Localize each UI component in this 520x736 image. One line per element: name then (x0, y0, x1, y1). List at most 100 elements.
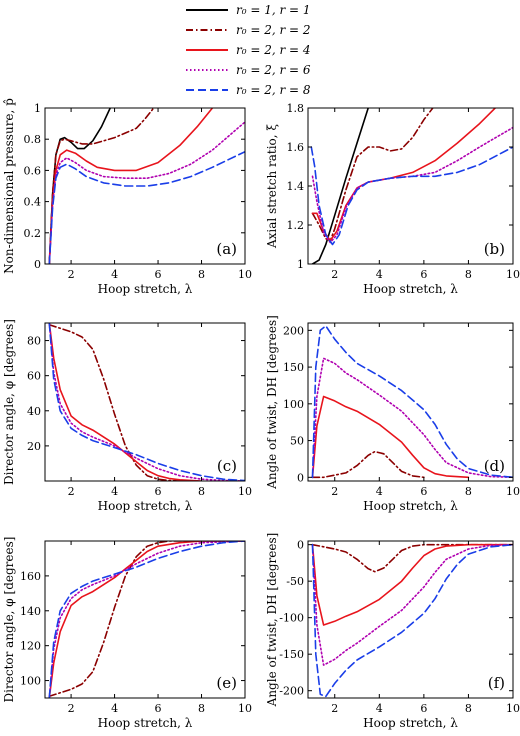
series-group-f (311, 543, 513, 698)
x-tick-label: 2 (68, 702, 75, 715)
x-axis-label: Hoop stretch, λ (98, 716, 193, 730)
series-line-c-2 (48, 323, 203, 481)
series-group-e (48, 541, 245, 698)
y-tick-label: 0.4 (24, 196, 42, 209)
x-tick-label: 2 (331, 702, 338, 715)
series-group-c (48, 323, 245, 481)
x-tick-label: 10 (238, 702, 252, 715)
x-tick-label: 2 (68, 268, 75, 281)
panel-e: 2 4 6 8 10 100 120 140 160 Hoop stretch, λ Directo… (2, 537, 252, 730)
x-tick-label: 8 (465, 268, 472, 281)
legend-label-0: r₀ = 1, r = 1 (236, 3, 311, 17)
series-line-a-1 (48, 108, 155, 264)
series-line-d-3 (311, 357, 513, 479)
y-tick-label: -100 (279, 612, 304, 625)
x-tick-label: 6 (155, 702, 162, 715)
series-group-a (48, 108, 245, 264)
x-tick-label: 10 (506, 702, 520, 715)
series-line-f-4 (311, 543, 513, 698)
y-tick-label: -50 (286, 575, 304, 588)
panel-label: (a) (216, 240, 237, 258)
series-line-a-4 (48, 150, 245, 264)
y-tick-label: 60 (27, 370, 41, 383)
y-tick-label: 100 (20, 675, 41, 688)
y-tick-label: 160 (20, 570, 41, 583)
x-tick-label: 4 (376, 702, 383, 715)
series-line-a-0 (48, 108, 111, 264)
series-line-f-3 (311, 543, 513, 666)
axes-frame-a (44, 107, 246, 265)
legend-label-2: r₀ = 2, r = 4 (236, 43, 311, 57)
y-tick-label: 80 (27, 335, 41, 348)
series-line-c-1 (48, 323, 181, 481)
y-tick-label: 140 (20, 605, 41, 618)
x-tick-label: 6 (155, 268, 162, 281)
y-tick-label: 1.4 (287, 180, 305, 193)
x-tick-label: 4 (376, 268, 383, 281)
series-line-f-1 (311, 543, 513, 573)
y-tick-label: 120 (20, 640, 41, 653)
x-tick-label: 8 (465, 702, 472, 715)
y-axis-label: Non-dimensional pressure, p̂ (2, 98, 16, 274)
x-tick-label: 6 (420, 702, 427, 715)
series-line-d-2 (311, 395, 470, 479)
legend: r₀ = 1, r = 1 r₀ = 2, r = 2 r₀ = 2, r = 4 r… (186, 3, 311, 97)
series-line-b-0 (311, 108, 370, 264)
y-axis-label: Axial stretch ratio, ξ (265, 124, 279, 249)
series-group-d (311, 325, 513, 479)
x-tick-label: 10 (506, 485, 520, 498)
y-tick-label: 1.6 (287, 141, 305, 154)
y-tick-label: 0 (297, 539, 304, 552)
y-tick-label: 0 (34, 258, 41, 271)
y-tick-label: 50 (290, 435, 304, 448)
x-tick-label: 4 (111, 268, 118, 281)
x-tick-label: 2 (331, 268, 338, 281)
panel-c: 2 4 6 8 10 20 40 60 80 Hoop stretch, λ Director an… (2, 319, 252, 513)
x-tick-label: 6 (420, 268, 427, 281)
series-line-a-2 (48, 108, 214, 264)
axes-frame-e (44, 540, 246, 699)
series-line-b-4 (310, 146, 513, 246)
x-tick-label: 10 (238, 485, 252, 498)
y-axis-label: Director angle, φ [degrees] (2, 537, 16, 703)
panel-f: 2 4 6 8 10 -200 -150 -100 -50 0 Hoop stretch, λ Ang… (265, 533, 520, 730)
series-line-f-2 (311, 543, 513, 626)
y-tick-label: 150 (283, 361, 304, 374)
legend-label-3: r₀ = 2, r = 6 (236, 63, 311, 77)
y-tick-label: 0.6 (24, 164, 42, 177)
series-line-b-2 (311, 108, 497, 242)
y-tick-label: 1 (34, 102, 41, 115)
y-tick-label: 1.2 (287, 219, 305, 232)
x-axis-label: Hoop stretch, λ (363, 282, 458, 296)
series-line-e-2 (48, 541, 245, 698)
series-group-b (310, 108, 513, 264)
x-axis-label: Hoop stretch, λ (98, 282, 193, 296)
x-tick-label: 2 (68, 485, 75, 498)
y-tick-label: 100 (283, 398, 304, 411)
x-tick-label: 4 (111, 485, 118, 498)
axes-frame-f (307, 540, 514, 699)
x-tick-label: 4 (111, 702, 118, 715)
x-tick-label: 10 (238, 268, 252, 281)
y-tick-label: 40 (27, 405, 41, 418)
x-tick-label: 8 (198, 268, 205, 281)
x-tick-label: 4 (376, 485, 383, 498)
x-axis-label: Hoop stretch, λ (363, 716, 458, 730)
panel-label: (d) (484, 457, 505, 475)
x-axis-label: Hoop stretch, λ (98, 499, 193, 513)
axes-frame-b (307, 107, 514, 265)
panel-label: (f) (488, 674, 505, 692)
axes-frame-c (44, 322, 246, 482)
series-line-c-4 (48, 323, 245, 481)
y-axis-label: Director angle, φ [degrees] (2, 319, 16, 485)
x-tick-label: 6 (420, 485, 427, 498)
series-line-e-1 (48, 541, 245, 698)
series-line-d-1 (311, 450, 425, 479)
series-line-a-3 (48, 121, 245, 264)
x-tick-label: 8 (465, 485, 472, 498)
series-line-d-4 (311, 325, 513, 479)
y-axis-label: Angle of twist, DH [degrees] (265, 315, 279, 490)
